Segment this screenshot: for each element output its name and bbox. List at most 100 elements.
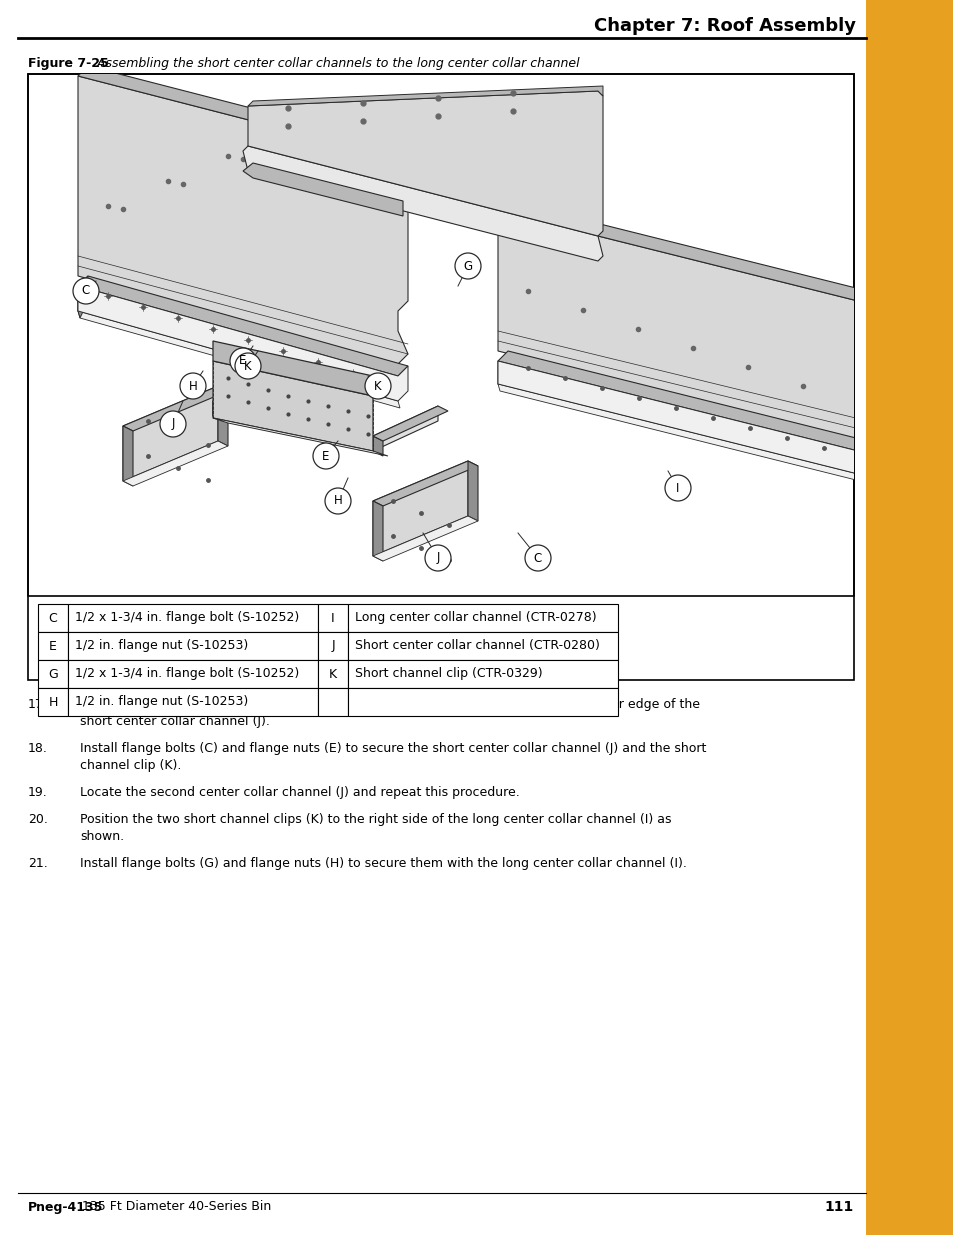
Circle shape bbox=[455, 253, 480, 279]
Bar bbox=[317, 688, 348, 716]
Text: I: I bbox=[331, 611, 335, 625]
Bar bbox=[348, 659, 618, 688]
Text: J: J bbox=[172, 417, 174, 431]
Text: G: G bbox=[463, 259, 472, 273]
Polygon shape bbox=[78, 77, 408, 364]
Bar bbox=[38, 688, 68, 716]
Text: 19.: 19. bbox=[28, 785, 48, 799]
Polygon shape bbox=[373, 461, 468, 556]
Bar bbox=[348, 632, 618, 659]
Bar bbox=[865, 0, 953, 1235]
Text: C: C bbox=[82, 284, 90, 298]
Circle shape bbox=[313, 443, 338, 469]
Polygon shape bbox=[497, 361, 867, 474]
Bar bbox=[317, 659, 348, 688]
Circle shape bbox=[234, 353, 261, 379]
Polygon shape bbox=[243, 163, 402, 216]
Polygon shape bbox=[78, 311, 399, 408]
Text: Figure 7-25: Figure 7-25 bbox=[28, 58, 109, 70]
Text: J: J bbox=[331, 640, 335, 652]
Polygon shape bbox=[373, 516, 477, 561]
Polygon shape bbox=[123, 387, 218, 480]
Circle shape bbox=[365, 373, 391, 399]
Text: Chapter 7: Roof Assembly: Chapter 7: Roof Assembly bbox=[594, 17, 855, 35]
Polygon shape bbox=[213, 341, 373, 396]
Text: 17.: 17. bbox=[28, 698, 48, 711]
Bar bbox=[28, 74, 853, 680]
Text: 1/2 x 1-3/4 in. flange bolt (S-10252): 1/2 x 1-3/4 in. flange bolt (S-10252) bbox=[75, 667, 299, 680]
Bar bbox=[38, 659, 68, 688]
Text: C: C bbox=[534, 552, 541, 564]
Text: 18.: 18. bbox=[28, 742, 48, 755]
Polygon shape bbox=[213, 370, 288, 406]
Polygon shape bbox=[213, 417, 388, 456]
Circle shape bbox=[230, 348, 255, 374]
Bar bbox=[38, 632, 68, 659]
Bar bbox=[68, 659, 317, 688]
Bar bbox=[68, 688, 317, 716]
Text: Locate the second center collar channel (J) and repeat this procedure.: Locate the second center collar channel … bbox=[80, 785, 519, 799]
Text: I: I bbox=[676, 482, 679, 494]
Text: H: H bbox=[49, 695, 57, 709]
Polygon shape bbox=[248, 91, 602, 236]
Polygon shape bbox=[78, 65, 417, 161]
Text: C: C bbox=[49, 611, 57, 625]
Polygon shape bbox=[468, 461, 477, 521]
Circle shape bbox=[524, 545, 551, 571]
Text: K: K bbox=[244, 359, 252, 373]
Polygon shape bbox=[78, 287, 408, 401]
Polygon shape bbox=[213, 361, 373, 451]
Circle shape bbox=[664, 475, 690, 501]
Polygon shape bbox=[78, 275, 408, 375]
Bar bbox=[28, 74, 853, 597]
Polygon shape bbox=[78, 275, 88, 317]
Bar bbox=[68, 604, 317, 632]
Polygon shape bbox=[123, 426, 132, 487]
Polygon shape bbox=[123, 441, 228, 487]
Text: 20.: 20. bbox=[28, 813, 48, 826]
Text: Short center collar channel (CTR-0280): Short center collar channel (CTR-0280) bbox=[355, 640, 599, 652]
Text: G: G bbox=[48, 667, 58, 680]
Polygon shape bbox=[373, 461, 477, 506]
Text: 1/2 in. flange nut (S-10253): 1/2 in. flange nut (S-10253) bbox=[75, 695, 248, 709]
Text: Assembling the short center collar channels to the long center collar channel: Assembling the short center collar chann… bbox=[92, 58, 579, 70]
Text: E: E bbox=[322, 450, 330, 462]
Text: E: E bbox=[49, 640, 57, 652]
Polygon shape bbox=[218, 387, 228, 446]
Circle shape bbox=[160, 411, 186, 437]
Text: 21.: 21. bbox=[28, 857, 48, 869]
Polygon shape bbox=[497, 201, 867, 301]
Text: K: K bbox=[329, 667, 336, 680]
Circle shape bbox=[325, 488, 351, 514]
Bar bbox=[68, 632, 317, 659]
Text: shown.: shown. bbox=[80, 830, 124, 844]
Text: 111: 111 bbox=[824, 1200, 853, 1214]
Bar bbox=[348, 604, 618, 632]
Polygon shape bbox=[373, 406, 448, 441]
Text: 1/2 in. flange nut (S-10253): 1/2 in. flange nut (S-10253) bbox=[75, 640, 248, 652]
Polygon shape bbox=[497, 361, 857, 474]
Text: channel clip (K).: channel clip (K). bbox=[80, 760, 181, 772]
Text: H: H bbox=[334, 494, 342, 508]
Text: Long center collar channel (CTR-0278): Long center collar channel (CTR-0278) bbox=[355, 611, 596, 625]
Text: Locate a short center collar channel (J), and install a short channel clip (K) t: Locate a short center collar channel (J)… bbox=[80, 698, 700, 711]
Bar bbox=[317, 604, 348, 632]
Text: 1/2 x 1-3/4 in. flange bolt (S-10252): 1/2 x 1-3/4 in. flange bolt (S-10252) bbox=[75, 611, 299, 625]
Bar bbox=[348, 688, 618, 716]
Text: Install flange bolts (G) and flange nuts (H) to secure them with the long center: Install flange bolts (G) and flange nuts… bbox=[80, 857, 686, 869]
Text: E: E bbox=[239, 354, 247, 368]
Circle shape bbox=[73, 278, 99, 304]
Text: Position the two short channel clips (K) to the right side of the long center co: Position the two short channel clips (K)… bbox=[80, 813, 671, 826]
Text: Short channel clip (CTR-0329): Short channel clip (CTR-0329) bbox=[355, 667, 542, 680]
Text: H: H bbox=[189, 379, 197, 393]
Polygon shape bbox=[248, 86, 602, 106]
Bar bbox=[38, 604, 68, 632]
Circle shape bbox=[180, 373, 206, 399]
Polygon shape bbox=[497, 211, 867, 441]
Polygon shape bbox=[123, 387, 228, 431]
Polygon shape bbox=[497, 351, 867, 451]
Polygon shape bbox=[857, 441, 867, 480]
Text: K: K bbox=[374, 379, 381, 393]
Text: short center collar channel (J).: short center collar channel (J). bbox=[80, 715, 270, 727]
Polygon shape bbox=[497, 384, 859, 480]
